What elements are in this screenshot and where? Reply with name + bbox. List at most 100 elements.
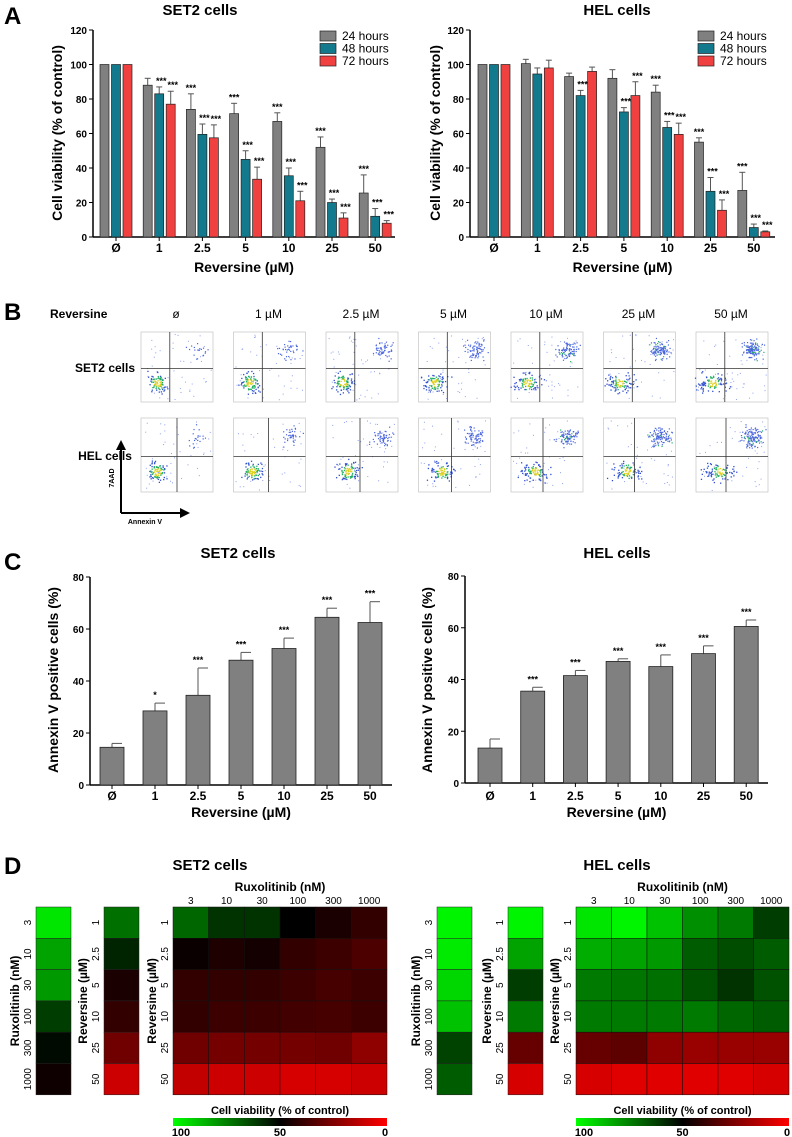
flow-event-dot (566, 432, 569, 435)
flow-event-dot (248, 464, 250, 466)
flow-event-dot (558, 438, 560, 440)
flow-event-dot (529, 386, 531, 388)
flow-event-dot (431, 381, 434, 383)
flow-event-dot (711, 385, 714, 387)
heatmap-cell (753, 1031, 790, 1064)
heatmap-cell (315, 1063, 352, 1096)
flow-event-dot (354, 470, 356, 472)
flow-event-dot (432, 485, 434, 487)
flow-event-dot (576, 433, 578, 435)
flow-event-dot (390, 440, 392, 442)
heatmap-cell (611, 1031, 648, 1064)
flow-event-dot (340, 380, 342, 383)
flow-event-dot (356, 399, 358, 401)
flow-event-dot (663, 441, 665, 444)
flow-event-dot (535, 378, 537, 380)
flow-event-dot (656, 435, 658, 437)
flow-event-dot (480, 345, 482, 348)
flow-event-dot (284, 346, 286, 348)
flow-event-dot (542, 465, 544, 467)
flow-event-dot (161, 383, 163, 385)
flow-event-dot (565, 437, 568, 439)
flow-event-dot (531, 374, 533, 377)
flow-event-dot (667, 438, 669, 440)
flow-event-dot (705, 451, 707, 453)
flow-event-dot (750, 437, 752, 439)
flow-event-dot (471, 439, 473, 441)
flow-event-dot (710, 382, 712, 384)
flow-event-dot (464, 429, 466, 431)
heatmap-cell (575, 906, 612, 939)
flow-event-dot (470, 344, 472, 346)
significance-marker: *** (322, 595, 333, 605)
x-axis-title: Ruxolitinib (nM) (235, 880, 326, 894)
flow-event-dot (721, 374, 723, 376)
bar (295, 200, 306, 238)
flow-event-dot (161, 473, 163, 475)
flow-event-dot (433, 337, 435, 339)
flow-event-dot (289, 357, 291, 359)
flow-event-dot (671, 432, 674, 434)
flow-event-dot (478, 345, 480, 347)
flow-event-dot (757, 344, 759, 347)
flow-event-dot (372, 438, 374, 441)
flow-event-dot (570, 435, 572, 437)
flow-event-dot (619, 380, 621, 383)
heatmap-cell (315, 969, 352, 1002)
flow-event-dot (527, 345, 529, 347)
flow-event-dot (717, 470, 719, 472)
flow-event-dot (160, 468, 163, 470)
flow-event-dot (577, 432, 580, 434)
flow-event-dot (470, 426, 472, 428)
flow-event-dot (654, 442, 656, 444)
flow-event-dot (716, 378, 719, 380)
flow-event-dot (638, 472, 640, 475)
flow-event-dot (384, 451, 386, 453)
flow-event-dot (563, 436, 565, 439)
bar (733, 626, 759, 784)
y-tick-label: 60 (76, 130, 88, 141)
flow-event-dot (150, 474, 152, 476)
flow-event-dot (446, 398, 448, 400)
flow-event-dot (388, 351, 390, 353)
flow-event-dot (522, 380, 525, 382)
flow-event-dot (347, 472, 349, 474)
flow-event-dot (547, 469, 549, 471)
flow-event-dot (669, 440, 671, 442)
flow-event-dot (151, 473, 154, 475)
flow-event-dot (563, 347, 565, 349)
flow-event-dot (156, 371, 158, 373)
flow-event-dot (261, 467, 264, 470)
panel-letter: B (4, 299, 21, 326)
flow-event-dot (761, 430, 764, 432)
flow-event-dot (633, 387, 635, 389)
flow-event-dot (654, 459, 656, 461)
flow-event-dot (337, 377, 339, 380)
flow-event-dot (151, 381, 153, 383)
flow-event-dot (659, 432, 661, 434)
flow-event-dot (755, 430, 757, 432)
flow-event-dot (162, 478, 165, 481)
flow-event-dot (152, 381, 155, 383)
column-label: 10 (221, 896, 233, 907)
flow-event-dot (292, 434, 294, 436)
flow-event-dot (333, 379, 335, 382)
flow-event-dot (651, 351, 653, 354)
plot-frame (418, 331, 491, 403)
flow-event-dot (627, 372, 629, 374)
flow-event-dot (390, 350, 392, 353)
flow-event-dot (657, 443, 659, 445)
heatmap-cell (717, 969, 754, 1002)
flow-event-dot (522, 383, 524, 386)
flow-event-dot (745, 424, 747, 426)
flow-event-dot (423, 428, 425, 430)
flow-event-dot (161, 383, 163, 386)
flow-event-dot (632, 462, 634, 464)
heatmap-cell (507, 1000, 544, 1033)
flow-event-dot (258, 385, 261, 387)
heatmap-cell (611, 906, 648, 939)
flow-event-dot (482, 336, 484, 338)
row-label: 1000 (23, 1068, 34, 1091)
flow-event-dot (289, 429, 291, 431)
